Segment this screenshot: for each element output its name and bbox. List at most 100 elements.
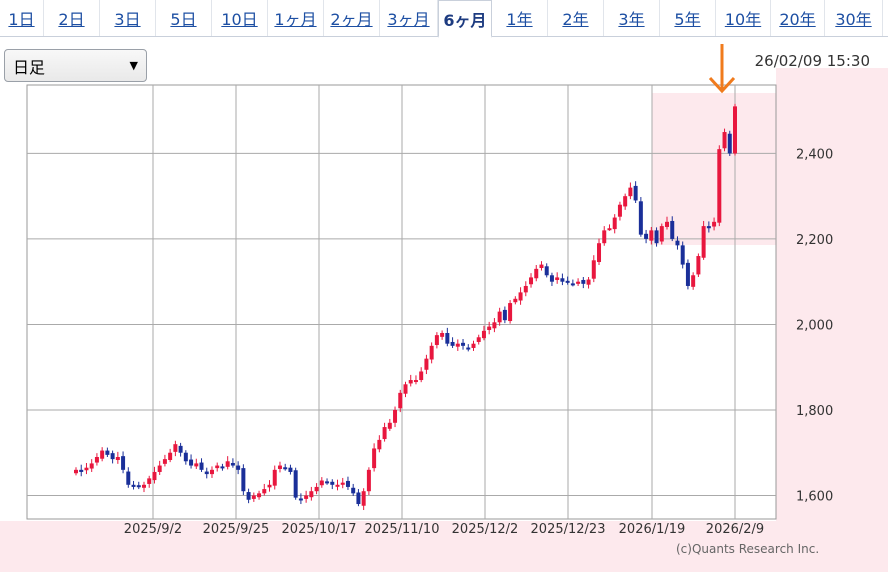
x-axis-ticks: 2025/9/2 2025/9/25 2025/10/17 2025/11/10 202… [124,522,764,537]
candle-body [649,230,654,241]
y-tick-label: 2,400 [796,147,833,162]
candle-body [194,463,199,467]
tab-11[interactable]: 3年 [604,0,660,36]
x-tick-label: 2025/9/2 [124,522,182,537]
candle-body [340,482,345,485]
candle-body [680,245,685,265]
candle-body [173,444,178,452]
x-tick-label: 2026/1/19 [619,522,686,537]
candle-body [665,221,670,227]
arrow-down-icon [708,44,736,94]
candle-body [617,204,622,217]
tab-3[interactable]: 5日 [156,0,212,36]
candle-body [675,240,680,246]
candle-body [162,459,167,464]
candle-body [319,480,324,486]
candle-body [717,149,722,223]
candle-body [659,226,664,242]
candle-body [110,453,115,460]
candle-body [476,337,481,342]
candle-body [565,280,570,283]
candle-body [492,322,497,329]
candle-body [314,486,319,492]
x-tick-label: 2026/2/9 [706,522,764,537]
candle-body [696,256,701,275]
tab-6[interactable]: 2ヶ月 [324,0,380,36]
candle-body [623,196,628,207]
candle-body [445,333,450,344]
candle-body [654,230,659,244]
tab-15[interactable]: 30年 [825,0,883,36]
tab-8[interactable]: 6ヶ月 [438,0,492,38]
candle-body [178,445,183,453]
interval-select[interactable]: 日足 ▼ [4,49,147,82]
candle-body [230,462,235,466]
candle-body [267,484,272,488]
candle-body [215,465,220,469]
candle-body [293,470,298,498]
candle-body [429,345,434,360]
candle-body [241,468,246,492]
tab-14[interactable]: 20年 [771,0,825,36]
candle-body [277,465,282,469]
candle-body [544,266,549,276]
candle-body [487,326,492,331]
y-tick-label: 2,000 [796,318,833,333]
candle-body [262,489,267,494]
tab-12[interactable]: 5年 [660,0,716,36]
tab-2[interactable]: 3日 [100,0,156,36]
candle-body [74,469,78,474]
candle-body [597,243,602,263]
candle-body [560,278,565,282]
candle-body [209,469,214,475]
tab-13[interactable]: 10年 [716,0,771,36]
candle-body [335,484,340,487]
candle-body [607,228,612,231]
tab-7[interactable]: 3ヶ月 [380,0,438,36]
copyright: (c)Quants Research Inc. [676,542,820,556]
candle-body [628,187,633,197]
candle-body [372,448,377,469]
candle-body [633,185,638,201]
tab-9[interactable]: 1年 [492,0,548,36]
candle-body [518,292,523,301]
candle-body [366,469,371,492]
candle-body [168,452,173,460]
candle-body [612,217,617,230]
y-tick-label: 1,600 [796,489,833,504]
candle-body [325,481,330,484]
candle-body [304,495,309,499]
candle-body [403,384,408,394]
candle-body [131,484,136,487]
candle-body [701,226,706,258]
timestamp: 26/02/09 15:30 [754,52,870,70]
y-tick-label: 2,200 [796,233,833,248]
tab-0[interactable]: 1日 [0,0,44,36]
tab-10[interactable]: 2年 [548,0,604,36]
candle-body [508,303,513,322]
candle-body [497,311,502,323]
candle-body [455,343,460,347]
candle-body [141,484,146,488]
candle-body [434,335,439,345]
candle-body [100,450,105,459]
candle-body [220,466,225,469]
candle-body [351,487,356,494]
candle-body [298,498,303,501]
candle-body [670,220,675,239]
grid-lines [27,85,776,519]
candle-body [408,380,413,384]
candle-body [440,333,445,337]
candle-body [539,264,544,269]
candle-body [712,221,717,227]
candle-body [471,343,476,348]
tab-5[interactable]: 1ヶ月 [268,0,324,36]
tab-4[interactable]: 10日 [212,0,268,36]
candle-body [549,275,554,282]
tab-1[interactable]: 2日 [44,0,100,36]
candle-body [126,471,131,485]
candle-body [727,133,732,154]
candle-body [586,279,591,285]
candle-body [570,283,575,286]
